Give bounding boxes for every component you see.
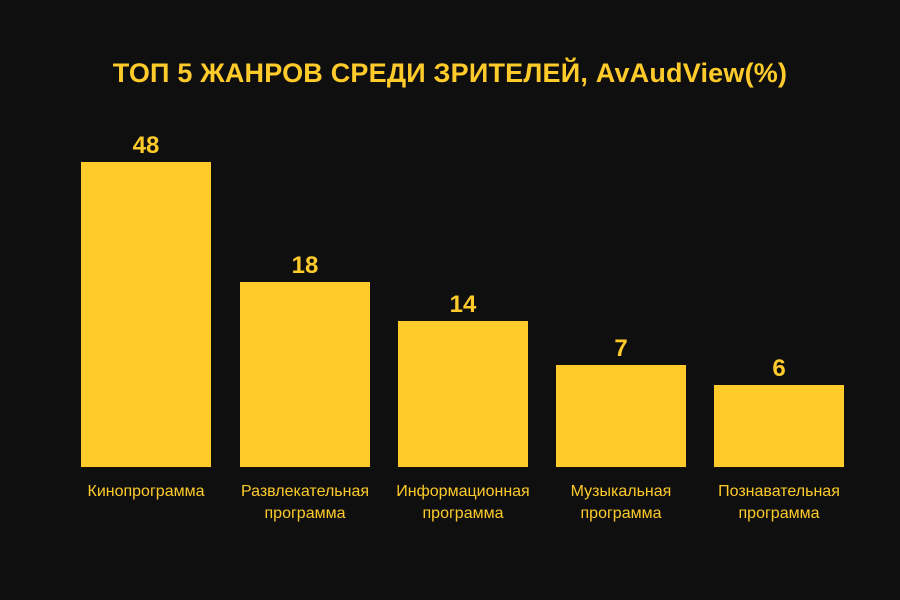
bar-value-label: 6 xyxy=(772,355,786,382)
bar-razvlekatelnaya xyxy=(240,282,370,467)
category-label-line: Развлекательная xyxy=(240,483,370,500)
category-label: Кинопрограмма xyxy=(66,481,226,503)
bar-value-label: 48 xyxy=(132,132,160,159)
bar-kinoprogramma xyxy=(81,162,211,467)
bar-value-label: 7 xyxy=(614,335,628,362)
bar-muzykalnaya xyxy=(556,365,686,467)
bar-poznavatelnaya xyxy=(714,385,844,467)
category-label-line: Кинопрограмма xyxy=(87,483,205,500)
category-label-line: Познавательная xyxy=(718,483,840,500)
category-label: Информационная программа xyxy=(383,481,543,525)
bar-value-label: 18 xyxy=(291,252,319,279)
category-label-line: программа xyxy=(264,505,346,522)
category-label-line: программа xyxy=(422,505,504,522)
category-label: Музыкальная программа xyxy=(541,481,701,525)
category-label-line: Информационная xyxy=(396,483,530,500)
category-label: Развлекательная программа xyxy=(225,481,385,525)
bar-value-label: 14 xyxy=(449,291,477,318)
bar-informatsionnaya xyxy=(398,321,528,467)
category-label: Познавательная программа xyxy=(699,481,859,525)
category-label-line: программа xyxy=(738,505,820,522)
chart-title: ТОП 5 ЖАНРОВ СРЕДИ ЗРИТЕЛЕЙ, AvAudView(%… xyxy=(112,58,788,88)
category-label-line: Музыкальная xyxy=(570,483,672,500)
category-label-line: программа xyxy=(580,505,662,522)
